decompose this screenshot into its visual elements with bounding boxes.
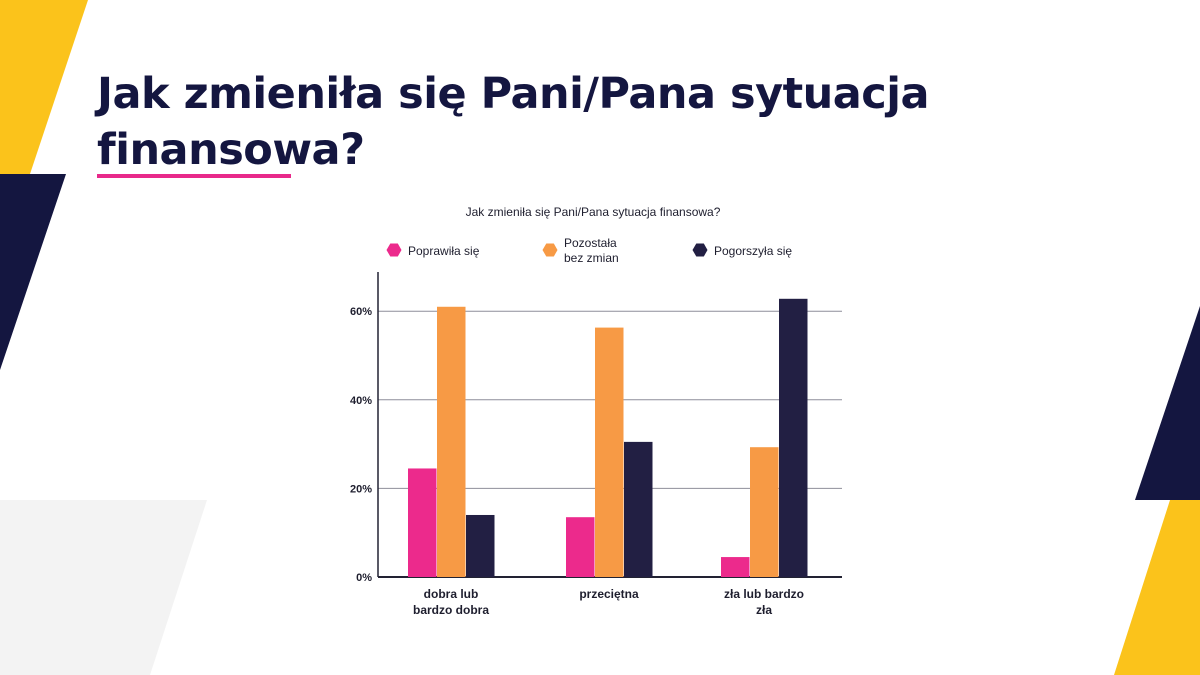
bar-1-2 bbox=[624, 441, 653, 577]
page-title: Jak zmieniła się Pani/Pana sytuacja fina… bbox=[97, 69, 930, 175]
yellow-top-left-shape bbox=[0, 0, 88, 174]
y-tick-label: 20% bbox=[350, 483, 372, 495]
y-tick-label: 60% bbox=[350, 306, 372, 318]
bar-0-1 bbox=[437, 306, 466, 577]
gray-bottom-left-shape bbox=[0, 500, 207, 675]
bar-2-1 bbox=[750, 447, 779, 577]
legend-label-0: Poprawiła się bbox=[408, 244, 480, 258]
chart-title: Jak zmieniła się Pani/Pana sytuacja fina… bbox=[466, 205, 721, 219]
title-underline bbox=[97, 174, 291, 178]
bar-1-1 bbox=[595, 327, 624, 577]
bar-2-0 bbox=[721, 557, 750, 577]
yellow-bottom-right-shape bbox=[1114, 500, 1200, 675]
x-tick-label: zła lub bardzo zła bbox=[724, 587, 804, 617]
bar-0-0 bbox=[408, 468, 437, 577]
navy-right-shape bbox=[1135, 306, 1200, 500]
x-tick-label: przeciętna bbox=[579, 587, 639, 601]
bar-0-2 bbox=[466, 514, 495, 577]
legend-label-1: Pozostała bez zmian bbox=[564, 236, 619, 265]
y-tick-label: 40% bbox=[350, 395, 372, 407]
legend-marker-0 bbox=[386, 243, 402, 257]
bar-2-2 bbox=[779, 298, 808, 577]
legend-label-2: Pogorszyła się bbox=[714, 244, 792, 258]
legend-marker-2 bbox=[692, 243, 708, 257]
bar-1-0 bbox=[566, 517, 595, 577]
x-tick-label: dobra lub bardzo dobra bbox=[413, 587, 489, 617]
navy-left-shape bbox=[0, 174, 66, 370]
y-tick-label: 0% bbox=[356, 572, 372, 584]
legend-marker-1 bbox=[542, 243, 558, 257]
